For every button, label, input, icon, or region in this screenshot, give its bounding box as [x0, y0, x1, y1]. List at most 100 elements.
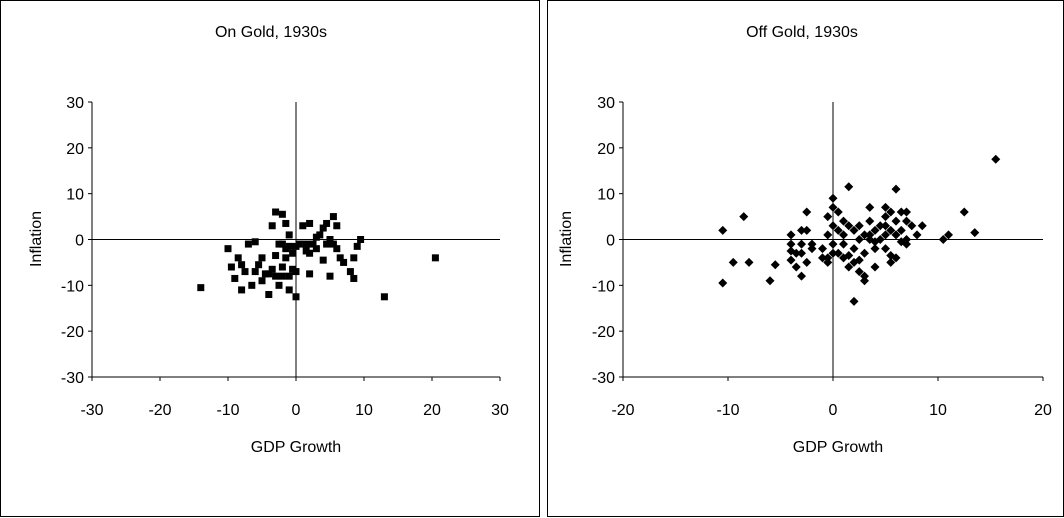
data-point [833, 225, 843, 235]
y-tick-label: -30 [592, 370, 615, 387]
data-point [765, 276, 775, 286]
data-point [823, 230, 833, 240]
data-point [797, 239, 806, 249]
data-point [849, 296, 859, 306]
axes [619, 101, 1044, 381]
data-point [278, 210, 286, 218]
y-tick-label: -30 [61, 370, 84, 387]
data-point [278, 272, 286, 280]
data-point [860, 230, 869, 240]
data-points [197, 208, 439, 301]
data-point [380, 293, 388, 301]
data-point [854, 235, 864, 244]
data-point [833, 248, 843, 258]
data-point [802, 257, 812, 267]
data-point [197, 284, 205, 292]
data-point [844, 262, 854, 272]
data-point [272, 272, 280, 280]
data-point [823, 257, 833, 267]
x-tick-label: -20 [148, 402, 171, 419]
data-point [333, 222, 341, 230]
data-point [295, 240, 303, 248]
data-point [353, 242, 361, 250]
data-point [828, 202, 838, 212]
data-point [807, 244, 817, 254]
data-point [896, 225, 906, 235]
data-point [319, 256, 327, 264]
data-point [306, 249, 314, 257]
data-point [346, 268, 354, 276]
data-point [912, 230, 922, 240]
data-point [797, 271, 806, 281]
x-tick-label: -30 [80, 402, 103, 419]
data-point [907, 221, 917, 231]
x-tick-label: -10 [216, 402, 239, 419]
data-point [329, 240, 337, 248]
data-point [282, 219, 290, 227]
data-point [839, 239, 848, 249]
data-point [886, 251, 896, 261]
data-point [786, 255, 796, 265]
data-point [333, 245, 341, 253]
data-point [350, 274, 358, 282]
x-tick-label: 0 [292, 402, 301, 419]
data-point [886, 225, 896, 235]
data-point [309, 240, 317, 248]
data-point [828, 248, 838, 258]
y-tick-label: 10 [66, 187, 84, 204]
data-point [718, 278, 728, 288]
y-tick-label: 10 [597, 187, 615, 204]
x-tick-label: 20 [423, 402, 441, 419]
scatter-chart-off-gold: Off Gold, 1930s 30 20 10 0 -10 -20 -30 -20 -10 0… [558, 24, 1052, 456]
data-point [289, 249, 297, 257]
data-points [718, 154, 1001, 306]
data-point [323, 240, 331, 248]
data-point [251, 238, 259, 246]
data-point [791, 262, 801, 272]
data-point [797, 248, 806, 258]
data-point [770, 260, 780, 270]
data-point [891, 184, 901, 194]
data-point [818, 253, 827, 263]
data-point [865, 202, 875, 212]
x-axis-label: GDP Growth [251, 439, 341, 456]
data-point [718, 225, 728, 235]
data-point [865, 230, 875, 240]
data-point [248, 281, 256, 289]
data-point [865, 216, 875, 226]
x-axis-label: GDP Growth [793, 439, 883, 456]
data-point [350, 254, 358, 262]
data-point [896, 207, 906, 217]
data-point [244, 240, 252, 248]
data-point [844, 182, 854, 192]
x-tick-label: 10 [929, 402, 947, 419]
y-tick-label: -20 [61, 324, 84, 341]
data-point [272, 208, 280, 216]
data-point [844, 251, 854, 261]
data-point [319, 224, 327, 232]
data-point [285, 286, 293, 294]
data-point [886, 207, 896, 217]
data-point [870, 237, 880, 247]
x-tick-label: 0 [829, 402, 838, 419]
x-tick-label: -20 [611, 402, 634, 419]
data-point [807, 239, 817, 249]
y-tick-label: 20 [66, 141, 84, 158]
data-point [802, 225, 812, 235]
data-point [881, 230, 890, 240]
data-point [875, 221, 885, 231]
data-point [870, 244, 880, 254]
chart-title: Off Gold, 1930s [746, 24, 858, 41]
y-tick-label: 30 [66, 95, 84, 112]
data-point [316, 231, 324, 239]
y-tick-label: 30 [597, 95, 615, 112]
data-point [917, 221, 927, 231]
data-point [326, 272, 334, 280]
y-tick-label: 0 [75, 233, 84, 250]
data-point [881, 221, 890, 231]
data-point [326, 236, 334, 243]
x-tick-label: 20 [1034, 402, 1052, 419]
data-point [823, 253, 833, 263]
y-tick-label: -20 [592, 324, 615, 341]
data-point [278, 240, 286, 248]
